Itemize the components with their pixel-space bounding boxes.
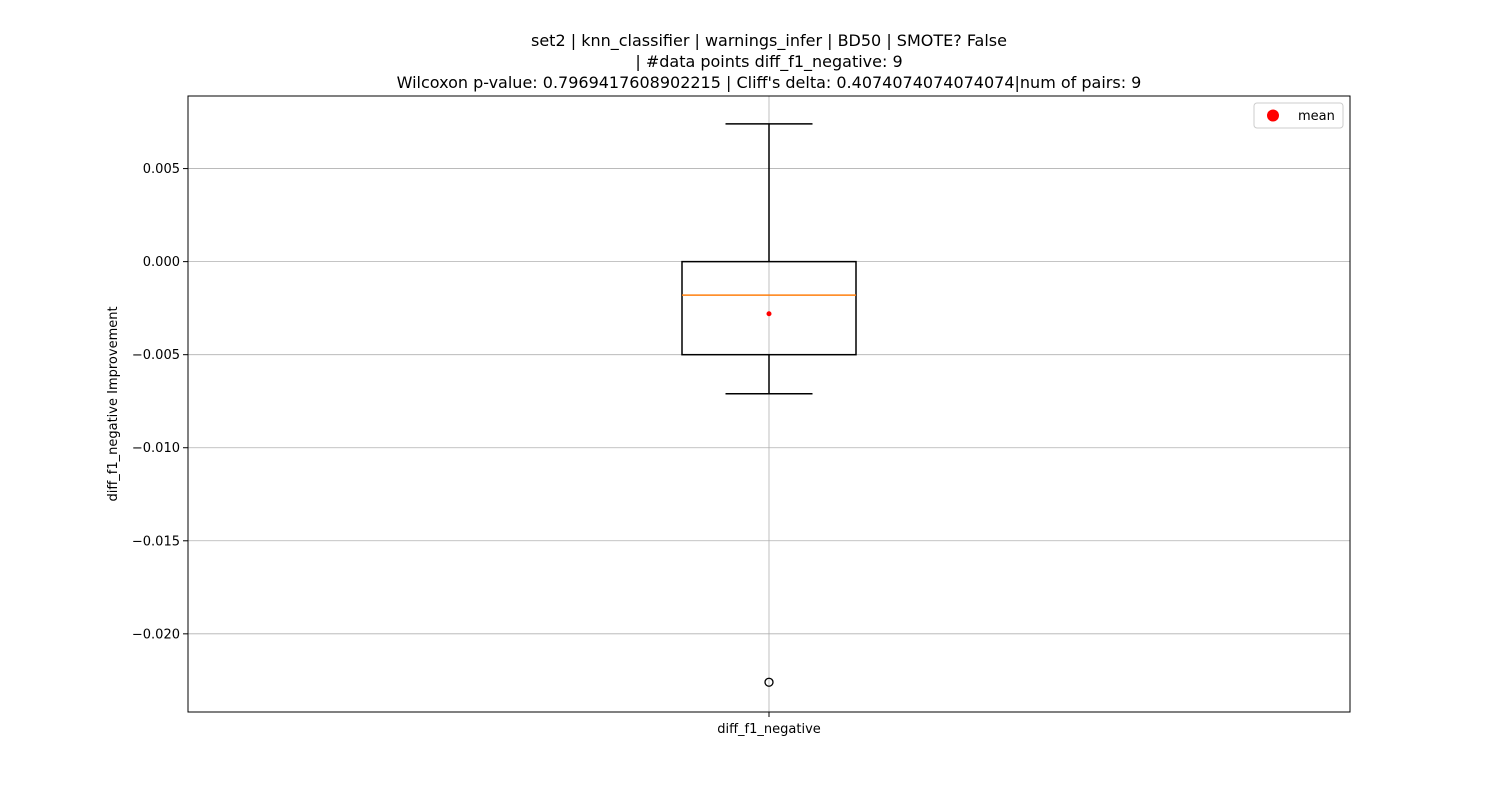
chart-title-line-3: Wilcoxon p-value: 0.7969417608902215 | C… (397, 73, 1142, 92)
outlier-point (764, 677, 774, 687)
legend-mean-label: mean (1298, 109, 1335, 124)
chart-title-line-1: set2 | knn_classifier | warnings_infer |… (531, 31, 1007, 51)
y-tick-label: 0.005 (143, 162, 180, 177)
y-tick-label: −0.020 (132, 627, 180, 642)
box-plot-group (681, 123, 857, 687)
chart-title-line-2: | #data points diff_f1_negative: 9 (635, 52, 902, 72)
legend-mean-marker (1267, 109, 1279, 122)
y-axis-ticks: 0.005 0.000 −0.005 −0.010 −0.015 −0.020 (132, 162, 188, 642)
y-tick-label: −0.015 (132, 534, 180, 549)
x-tick-label: diff_f1_negative (717, 722, 821, 737)
legend-frame (1253, 102, 1344, 129)
x-axis-ticks: diff_f1_negative (717, 712, 821, 737)
mean-marker (766, 311, 772, 317)
y-tick-label: −0.010 (132, 441, 180, 456)
y-tick-label: 0.000 (143, 255, 180, 270)
y-tick-label: −0.005 (132, 348, 180, 363)
y-axis-label: diff_f1_negative Improvement (106, 306, 121, 501)
iqr-box (681, 260, 857, 356)
plot-area-frame (187, 95, 1351, 713)
legend: mean (1253, 102, 1344, 129)
